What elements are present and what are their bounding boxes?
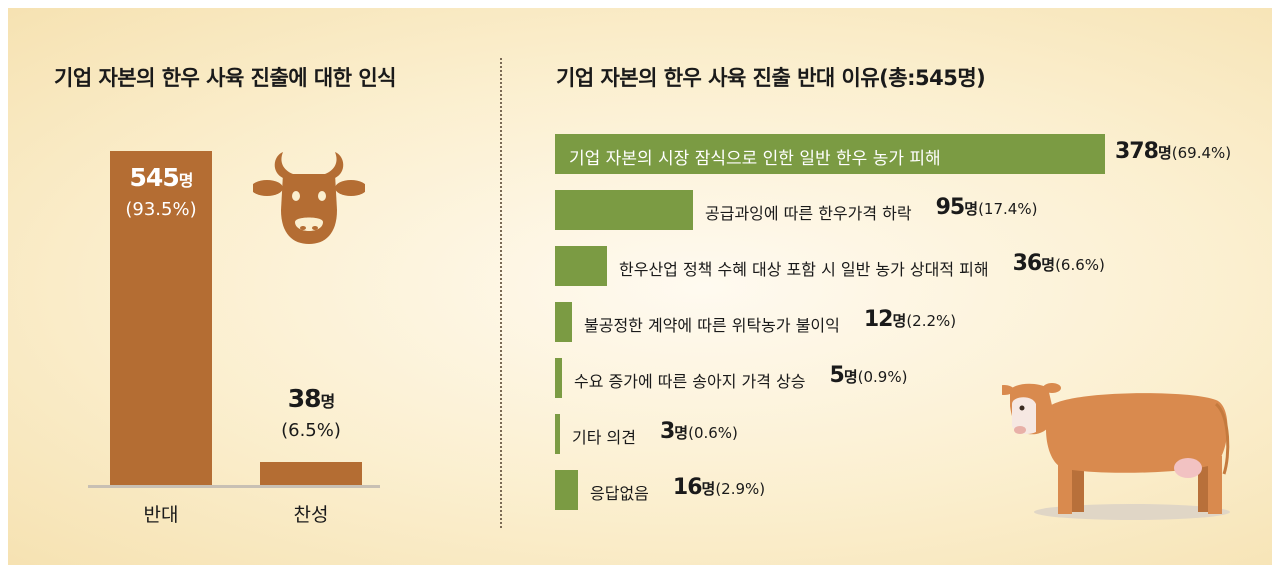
value-label: 12명(2.2%) [864,307,956,332]
value-label: 36명(6.6%) [1013,251,1105,276]
value-percent: (2.9%) [715,480,766,498]
vertical-bar [110,151,212,485]
bar-percent-label: (6.5%) [281,420,341,441]
horizontal-bar [555,358,562,398]
value-unit: 명 [701,480,716,498]
category-label: 기업 자본의 시장 잠식으로 인한 일반 한우 농가 피해 [569,149,941,169]
value-count: 36 [1012,251,1043,276]
left-chart-title: 기업 자본의 한우 사육 진출에 대한 인식 [54,66,397,90]
value-unit: 명 [964,200,979,218]
bar-percent-label: (93.5%) [125,199,197,220]
value-count: 12 [863,307,894,332]
value-count: 95 [935,195,966,220]
horizontal-bar [555,246,607,286]
value-label: 16명(2.9%) [673,475,765,500]
value-count: 378 [1115,139,1159,164]
value-unit: 명 [1041,256,1056,274]
category-label: 기타 의견 [572,428,636,447]
value-label: 378명(69.4%) [1115,139,1231,164]
value-percent: (6.6%) [1055,256,1105,274]
category-label: 불공정한 계약에 따른 위탁농가 불이익 [584,316,840,335]
category-label: 공급과잉에 따른 한우가격 하락 [705,204,912,223]
right-chart-title: 기업 자본의 한우 사육 진출 반대 이유(총:545명) [556,66,986,90]
horizontal-bar [555,470,578,510]
value-percent: (0.9%) [857,368,908,386]
value-percent: (0.6%) [688,424,738,442]
x-tick-label: 찬성 [293,504,329,526]
x-tick-label: 반대 [143,504,179,526]
value-percent: (2.2%) [906,312,957,330]
bar-count-value: 38 [287,384,322,413]
value-count: 16 [672,475,703,500]
horizontal-bar [555,414,560,454]
category-label: 수요 증가에 따른 송아지 가격 상승 [574,372,806,391]
value-unit: 명 [892,312,907,330]
value-count: 5 [829,363,845,388]
category-label: 응답없음 [590,484,649,503]
value-label: 3명(0.6%) [660,419,738,444]
horizontal-bar [555,302,572,342]
value-unit: 명 [674,424,689,442]
value-unit: 명 [843,368,858,386]
bar-count-unit: 명 [320,392,336,411]
bar-baseline [88,485,380,488]
horizontal-bar [555,134,1105,174]
horizontal-bar [555,190,693,230]
cow-illustration [1002,383,1230,520]
value-unit: 명 [1157,144,1172,162]
value-percent: (69.4%) [1171,144,1232,162]
value-count: 3 [659,419,675,444]
bar-count-unit: 명 [178,171,194,190]
value-percent: (17.4%) [978,200,1038,218]
bar-count-value: 545 [129,163,180,192]
cow-head-icon [253,152,365,244]
bar-count-label: 38명 [246,384,376,413]
value-label: 95명(17.4%) [936,195,1038,220]
vertical-bar [260,462,362,485]
value-label: 5명(0.9%) [830,363,908,388]
category-label: 한우산업 정책 수혜 대상 포함 시 일반 농가 상대적 피해 [619,260,989,279]
bar-count-label: 545명 [96,163,226,192]
panel-divider [500,58,502,528]
